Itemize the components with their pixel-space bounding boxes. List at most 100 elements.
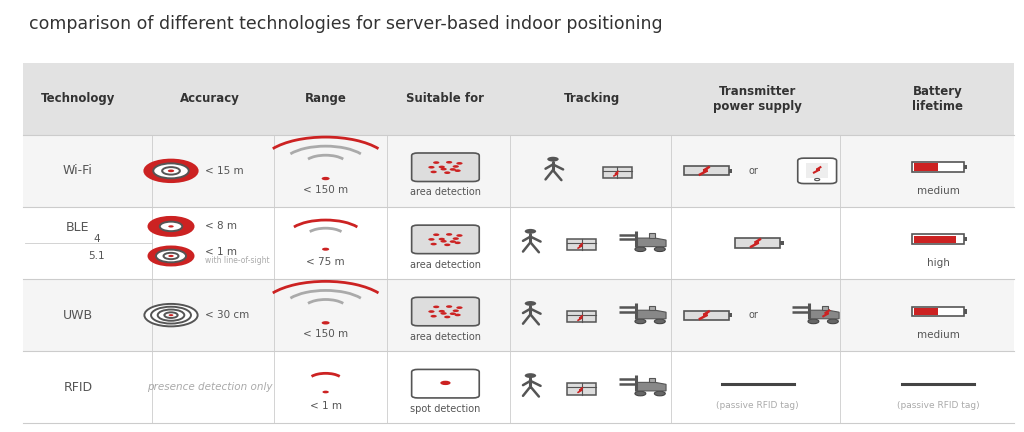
Circle shape (433, 305, 439, 308)
Circle shape (430, 243, 437, 245)
Circle shape (457, 234, 463, 237)
Text: UWB: UWB (62, 308, 93, 322)
Text: < 150 m: < 150 m (303, 329, 348, 339)
Circle shape (440, 381, 451, 385)
Text: < 150 m: < 150 m (303, 184, 348, 194)
Circle shape (457, 162, 463, 165)
Circle shape (156, 250, 186, 262)
FancyBboxPatch shape (23, 63, 1014, 135)
Circle shape (169, 314, 173, 316)
FancyBboxPatch shape (806, 163, 828, 178)
Circle shape (453, 165, 459, 168)
Circle shape (444, 244, 451, 246)
Text: comparison of different technologies for server-based indoor positioning: comparison of different technologies for… (29, 15, 663, 33)
Circle shape (430, 315, 437, 318)
Circle shape (154, 163, 188, 178)
Circle shape (440, 312, 446, 315)
Text: high: high (927, 258, 949, 268)
FancyBboxPatch shape (735, 238, 780, 248)
Circle shape (450, 168, 456, 171)
Circle shape (322, 321, 330, 324)
Circle shape (148, 247, 194, 266)
FancyBboxPatch shape (912, 235, 964, 245)
Circle shape (428, 238, 434, 241)
Polygon shape (636, 310, 666, 319)
Circle shape (827, 319, 839, 324)
FancyBboxPatch shape (914, 163, 938, 171)
Circle shape (450, 240, 456, 243)
Text: < 1 m: < 1 m (309, 401, 342, 411)
Circle shape (148, 217, 194, 236)
Polygon shape (636, 382, 666, 391)
Text: Transmitter
power supply: Transmitter power supply (714, 85, 802, 113)
Circle shape (524, 229, 537, 234)
Circle shape (808, 319, 819, 324)
Text: medium: medium (916, 186, 959, 196)
Text: BLE: BLE (67, 221, 89, 234)
Circle shape (164, 312, 178, 318)
Text: medium: medium (916, 330, 959, 340)
Text: Wi-Fi: Wi-Fi (62, 164, 93, 178)
Circle shape (430, 171, 437, 173)
Text: spot detection: spot detection (411, 404, 480, 414)
FancyBboxPatch shape (567, 239, 596, 250)
Circle shape (457, 306, 463, 309)
FancyBboxPatch shape (412, 369, 479, 398)
Text: < 30 cm: < 30 cm (205, 310, 249, 320)
FancyBboxPatch shape (914, 308, 938, 315)
Circle shape (144, 160, 198, 182)
Circle shape (440, 168, 446, 171)
Circle shape (547, 157, 559, 162)
FancyBboxPatch shape (412, 153, 479, 181)
FancyBboxPatch shape (23, 135, 1014, 207)
Circle shape (635, 247, 646, 251)
Circle shape (635, 391, 646, 396)
FancyBboxPatch shape (412, 297, 479, 326)
Circle shape (322, 177, 330, 180)
Circle shape (438, 238, 444, 240)
Circle shape (524, 373, 537, 378)
Text: Technology: Technology (41, 92, 115, 105)
Circle shape (323, 391, 329, 394)
Text: Accuracy: Accuracy (180, 92, 240, 105)
Circle shape (446, 233, 453, 236)
FancyBboxPatch shape (780, 241, 783, 245)
Polygon shape (649, 378, 655, 382)
Circle shape (162, 167, 180, 175)
Circle shape (168, 255, 174, 257)
Polygon shape (822, 305, 828, 310)
Circle shape (433, 233, 439, 236)
FancyBboxPatch shape (412, 225, 479, 254)
Circle shape (158, 310, 184, 321)
Circle shape (438, 165, 444, 168)
Circle shape (524, 301, 537, 306)
Polygon shape (649, 233, 655, 238)
Text: Range: Range (305, 92, 346, 105)
FancyBboxPatch shape (567, 311, 596, 322)
Circle shape (144, 304, 198, 327)
Circle shape (446, 161, 453, 164)
Circle shape (444, 316, 451, 318)
Circle shape (160, 222, 182, 231)
Circle shape (654, 319, 666, 324)
Text: < 75 m: < 75 m (306, 257, 345, 267)
FancyBboxPatch shape (729, 169, 732, 173)
Circle shape (654, 391, 666, 396)
Text: Battery
lifetime: Battery lifetime (912, 85, 964, 113)
Circle shape (453, 237, 459, 240)
Circle shape (322, 248, 330, 251)
FancyBboxPatch shape (23, 351, 1014, 423)
FancyBboxPatch shape (964, 165, 967, 169)
Circle shape (428, 310, 434, 313)
Text: area detection: area detection (410, 332, 481, 342)
Text: 4: 4 (93, 235, 99, 245)
Polygon shape (636, 238, 666, 247)
Circle shape (438, 310, 444, 312)
FancyBboxPatch shape (964, 309, 967, 314)
FancyBboxPatch shape (912, 307, 964, 317)
Text: or: or (749, 166, 759, 176)
FancyBboxPatch shape (23, 207, 1014, 279)
Circle shape (453, 309, 459, 312)
FancyBboxPatch shape (684, 166, 729, 175)
Circle shape (635, 319, 646, 324)
